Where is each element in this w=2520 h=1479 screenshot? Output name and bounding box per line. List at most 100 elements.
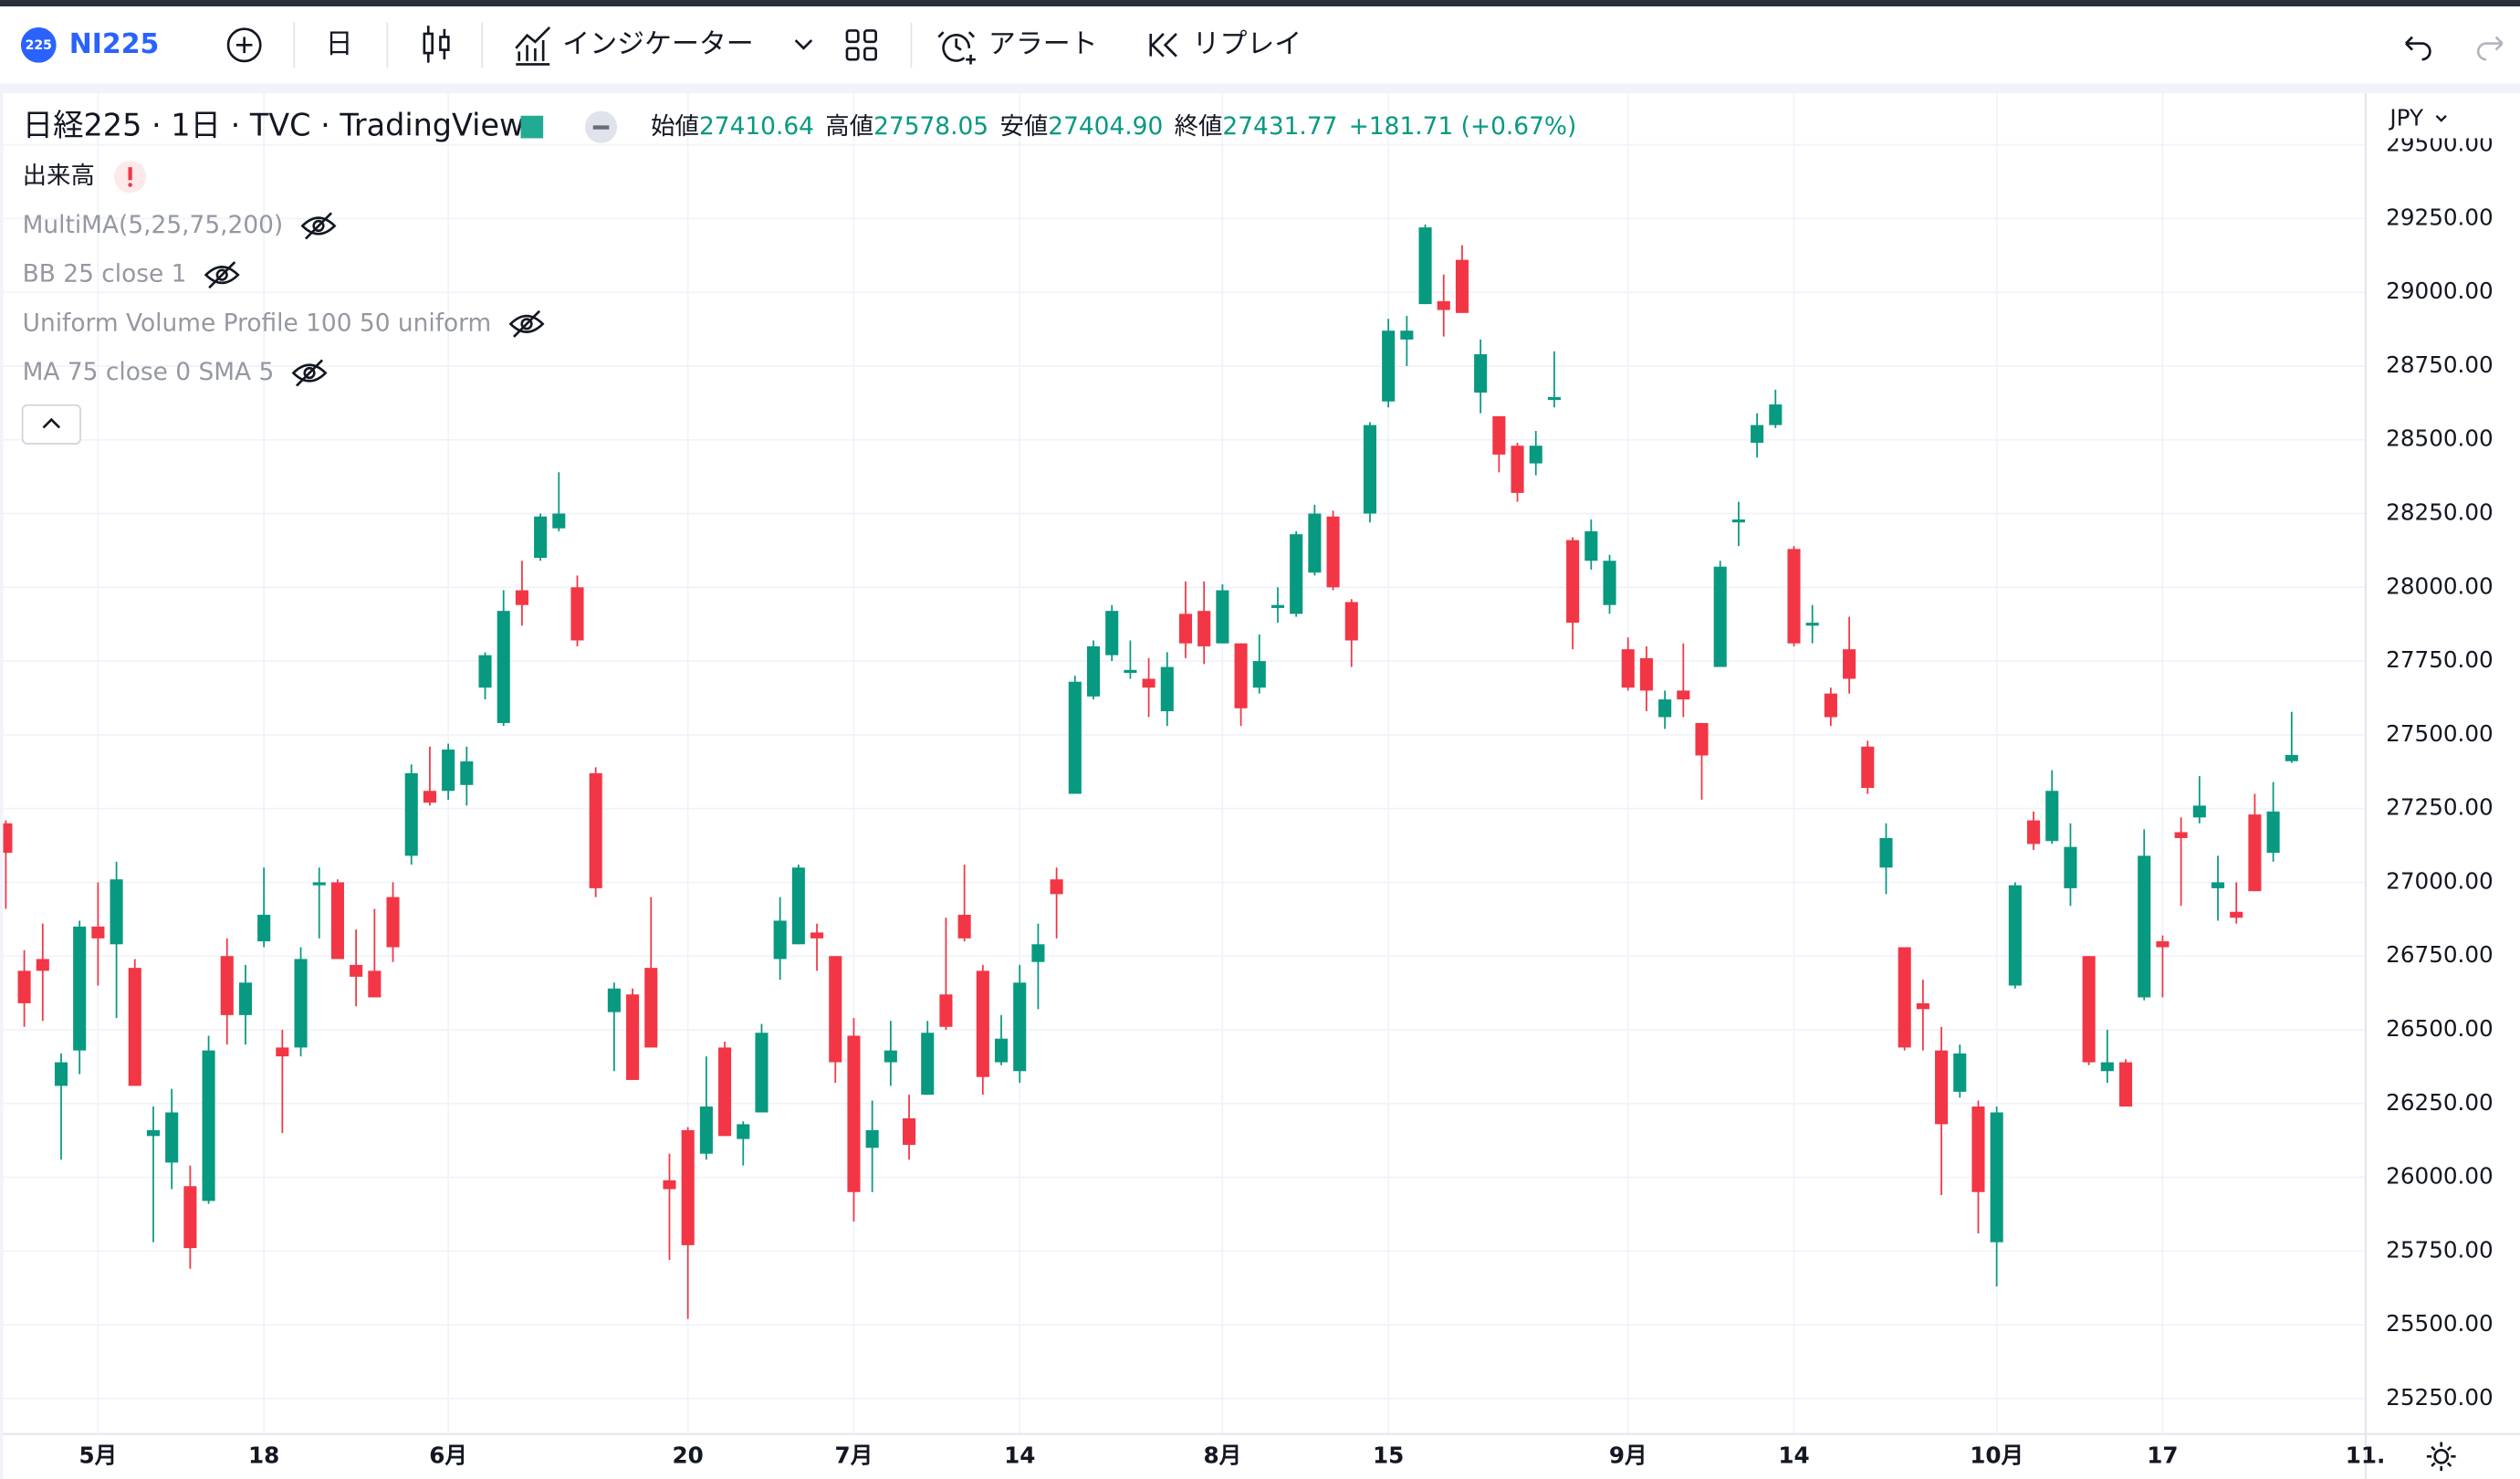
candle-body	[1584, 530, 1598, 561]
interval-button[interactable]: 日	[326, 28, 353, 60]
candle-body	[1916, 1002, 1929, 1010]
x-tick-label: 11.	[2346, 1442, 2386, 1468]
candle-body	[1013, 982, 1027, 1072]
candle-body	[1197, 611, 1211, 646]
candle-body	[1879, 837, 1893, 868]
candle-body	[939, 994, 953, 1027]
alert-button[interactable]: アラート	[937, 28, 1098, 65]
error-mark	[128, 167, 132, 181]
candle-body	[534, 516, 548, 558]
hidden-indicator-toggle[interactable]	[291, 359, 328, 387]
candle-body	[478, 655, 492, 688]
ohlc-label: 終値	[1175, 112, 1223, 141]
candle-body	[663, 1180, 676, 1190]
candle-body	[2100, 1062, 2114, 1072]
candle-body	[73, 926, 87, 1051]
candle-body	[17, 970, 31, 1003]
eye-slash-icon	[291, 359, 328, 387]
plus-icon	[235, 37, 253, 54]
candle-body	[903, 1117, 916, 1146]
candle-body	[1492, 415, 1506, 455]
indicators-button[interactable]: インジケーター	[515, 26, 754, 66]
candle-body	[165, 1112, 179, 1163]
candle-body	[1400, 330, 1414, 340]
candle-body	[294, 959, 308, 1048]
candle-body	[1695, 722, 1709, 756]
candle-body	[1234, 643, 1248, 708]
settings-button[interactable]	[2426, 1442, 2456, 1472]
candle-body	[1290, 534, 1303, 614]
symbol-badge	[20, 26, 57, 63]
currency-button[interactable]: JPY	[2388, 104, 2424, 131]
grid-icon	[863, 47, 877, 61]
eye-slash-icon	[204, 261, 240, 289]
symbol-badge-text: 225	[26, 38, 52, 53]
x-tick-label: 15	[1373, 1442, 1404, 1468]
ohlc-label: 始値	[651, 112, 699, 141]
candle-body	[276, 1047, 289, 1057]
candle-icon-wicks	[426, 26, 446, 63]
candle-body	[1805, 623, 1819, 626]
indicator-name: BB 25 close 1	[23, 260, 187, 288]
indicators-icon	[515, 26, 551, 66]
candle-body	[404, 772, 418, 856]
candle-body	[146, 1129, 161, 1137]
eye-pupil	[303, 366, 316, 380]
candle-body	[1547, 396, 1561, 401]
redo-button[interactable]	[2476, 36, 2504, 61]
candle-body	[1677, 690, 1690, 700]
y-tick-label: 25500.00	[2386, 1310, 2494, 1337]
candle-body	[976, 970, 989, 1077]
gear-icon	[2433, 1448, 2450, 1464]
hidden-indicator-toggle[interactable]	[508, 309, 545, 338]
candle-body	[570, 587, 584, 641]
candle-body	[737, 1124, 750, 1139]
candle-body	[460, 760, 474, 785]
candle-body	[1566, 540, 1580, 624]
candle-body	[755, 1033, 769, 1113]
hidden-indicator-toggle[interactable]	[204, 261, 240, 289]
candle-body	[589, 772, 602, 888]
indicator-name: 出来高	[23, 162, 95, 190]
candle-body	[1160, 666, 1174, 712]
replay-button[interactable]: リプレイ	[1149, 28, 1302, 60]
y-tick-label: 27500.00	[2386, 720, 2494, 747]
candle-body	[1861, 746, 1875, 789]
candle-body	[2138, 855, 2151, 998]
y-tick-label: 26000.00	[2386, 1163, 2494, 1190]
undo-button[interactable]	[2405, 36, 2431, 61]
layout-button[interactable]	[845, 29, 877, 61]
chart-type-button[interactable]	[423, 26, 450, 63]
ohlc-label: 安値	[999, 112, 1048, 141]
hidden-indicator-toggle[interactable]	[300, 212, 337, 240]
compare-button[interactable]	[226, 27, 262, 63]
candle-body	[220, 956, 234, 1015]
symbol-button[interactable]: 225 NI225	[20, 26, 159, 63]
candle-body	[2156, 941, 2170, 948]
candle-body	[202, 1050, 215, 1201]
candle-body	[791, 867, 805, 945]
plus-circle-icon	[226, 27, 262, 63]
candle-body	[1216, 590, 1229, 644]
templates-chevron[interactable]	[794, 39, 813, 50]
y-tick-label: 29000.00	[2386, 278, 2494, 304]
currency-chevron	[2435, 114, 2447, 122]
currency-box	[2372, 100, 2517, 139]
y-tick-label: 28500.00	[2386, 425, 2494, 452]
collapse-indicators-button[interactable]	[21, 404, 81, 445]
candle-body	[1363, 425, 1377, 514]
y-tick-label: 29250.00	[2386, 204, 2494, 230]
candle-body	[552, 513, 566, 529]
indicator-error-icon[interactable]	[114, 161, 147, 194]
candle-body	[238, 982, 253, 1015]
candle-body	[1621, 649, 1635, 688]
ohlc-values: 始値27410.64 高値27578.05 安値27404.90 終値27431.77…	[651, 112, 1576, 141]
candle-body	[128, 968, 141, 1086]
ohlc-value: 27404.90	[1048, 112, 1163, 141]
candle-body	[110, 879, 123, 945]
candle-body	[36, 959, 49, 971]
candle-body	[1529, 446, 1542, 464]
candle-body	[1769, 404, 1783, 425]
candle-body	[497, 611, 510, 723]
